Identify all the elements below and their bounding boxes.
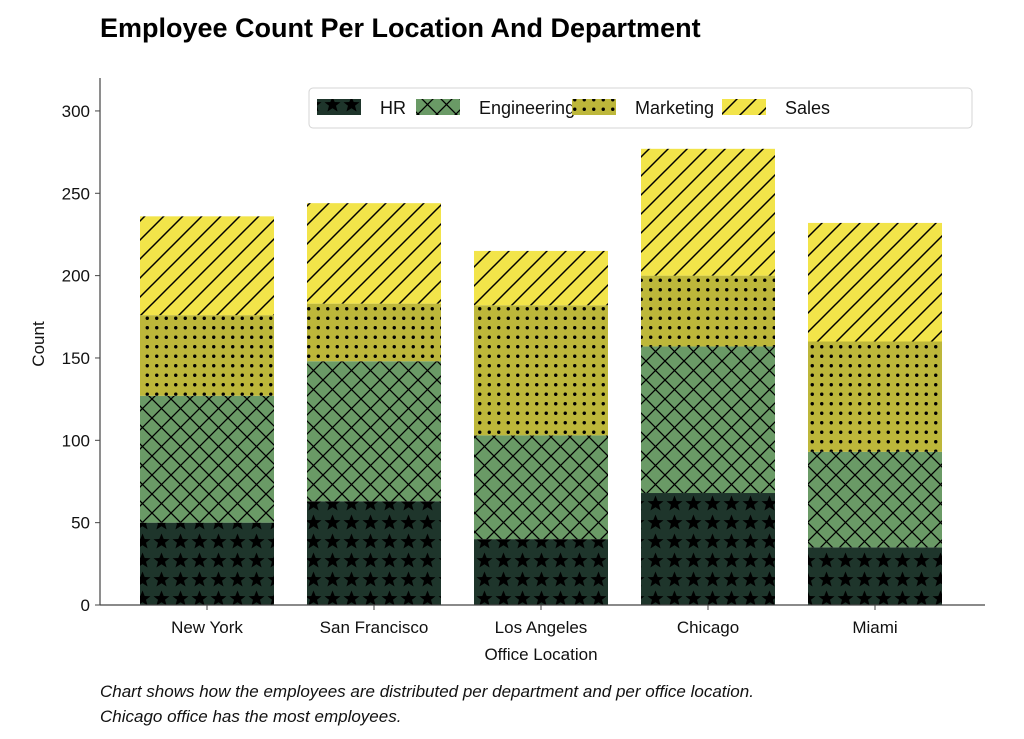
x-tick-label: New York [171,618,243,637]
chart-title: Employee Count Per Location And Departme… [100,13,701,43]
bar-engineering-miami [808,451,942,548]
x-axis-label: Office Location [484,645,597,664]
caption-line-1: Chart shows how the employees are distri… [100,682,754,701]
x-tick-label: Los Angeles [495,618,588,637]
y-tick-label: 300 [62,102,90,121]
bar-sales-chicago [641,148,775,276]
bar-sales-san-francisco [307,203,441,304]
bar-engineering-san-francisco [307,361,441,502]
bar-sales-los-angeles [474,250,608,306]
bar-sales-miami [808,222,942,342]
bar-hr-san-francisco [307,501,441,605]
axes-group: 0 50 100 150 200 250 300 New York San Francisco L… [62,78,985,637]
x-tick-label: San Francisco [320,618,429,637]
y-tick-label: 0 [81,596,90,615]
bar-hr-miami [808,547,942,605]
bar-marketing-los-angeles [474,305,608,436]
x-tick-label: Miami [852,618,897,637]
legend-swatch-sales [722,99,766,115]
bar-marketing-chicago [641,275,775,347]
bar-hr-los-angeles [474,539,608,605]
bars-group [140,148,942,605]
legend-swatch-hr [317,99,361,115]
bar-engineering-chicago [641,346,775,494]
bar-engineering-los-angeles [474,435,608,540]
bar-marketing-new-york [140,315,274,396]
caption-line-2: Chicago office has the most employees. [100,707,401,726]
y-tick-label: 100 [62,431,90,450]
bar-sales-new-york [140,216,274,316]
y-tick-label: 200 [62,267,90,286]
legend-label-marketing: Marketing [635,98,714,118]
legend: HR Engineering Marketing Sales [308,87,973,129]
y-axis-label: Count [29,321,48,367]
legend-label-hr: HR [380,98,406,118]
legend-swatch-marketing [572,99,616,115]
legend-frame [308,87,973,129]
legend-swatch-engineering [416,99,460,115]
legend-label-sales: Sales [785,98,830,118]
bar-hr-new-york [140,522,274,605]
y-tick-label: 50 [71,514,90,533]
bar-marketing-san-francisco [307,303,441,362]
y-tick-label: 250 [62,184,90,203]
bar-hr-chicago [641,493,775,605]
bar-engineering-new-york [140,395,274,523]
legend-label-engineering: Engineering [479,98,575,118]
bar-marketing-miami [808,341,942,452]
x-tick-label: Chicago [677,618,739,637]
y-tick-label: 150 [62,349,90,368]
